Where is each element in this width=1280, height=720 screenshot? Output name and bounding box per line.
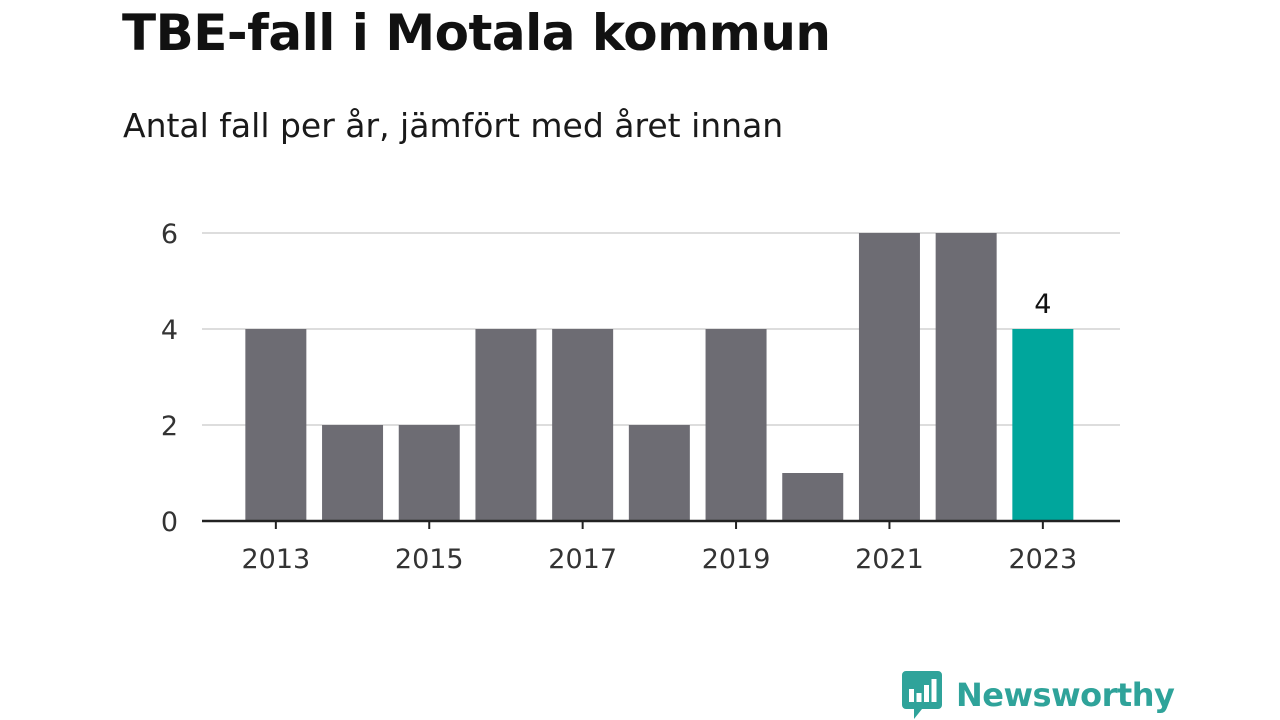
bars	[245, 233, 1074, 521]
bar-2016	[475, 329, 537, 521]
y-tick-label: 2	[161, 411, 178, 442]
chart-title: TBE-fall i Motala kommun	[122, 4, 831, 62]
data-label-2023: 4	[1034, 289, 1051, 320]
bar-2015	[398, 425, 460, 521]
axes	[202, 519, 1120, 529]
y-tick-label: 0	[161, 507, 178, 538]
y-tick-label: 6	[161, 219, 178, 250]
x-tick-label: 2017	[548, 544, 617, 575]
x-tick-label: 2015	[395, 544, 464, 575]
x-tick-label: 2021	[855, 544, 924, 575]
x-tick-label: 2013	[241, 544, 310, 575]
brand-name: Newsworthy	[956, 676, 1175, 714]
bar-chart-speech-bubble-icon	[902, 671, 942, 719]
bar-2013	[245, 329, 307, 521]
bar-2014	[322, 425, 384, 521]
x-tick-label: 2023	[1008, 544, 1077, 575]
chart-subtitle: Antal fall per år, jämfört med året inna…	[123, 106, 784, 145]
bar-2023	[1012, 329, 1074, 521]
bar-2021	[858, 233, 920, 521]
bar-2017	[552, 329, 614, 521]
x-tick-label: 2019	[702, 544, 771, 575]
bar-2020	[782, 473, 844, 521]
bar-2019	[705, 329, 767, 521]
labels: 0 2 4 6 4 2013 2015 2017 2019 2021 2023	[161, 219, 1077, 575]
y-tick-label: 4	[161, 315, 178, 346]
newsworthy-logo: Newsworthy	[902, 671, 1175, 719]
bar-2018	[628, 425, 690, 521]
bar-2022	[935, 233, 997, 521]
